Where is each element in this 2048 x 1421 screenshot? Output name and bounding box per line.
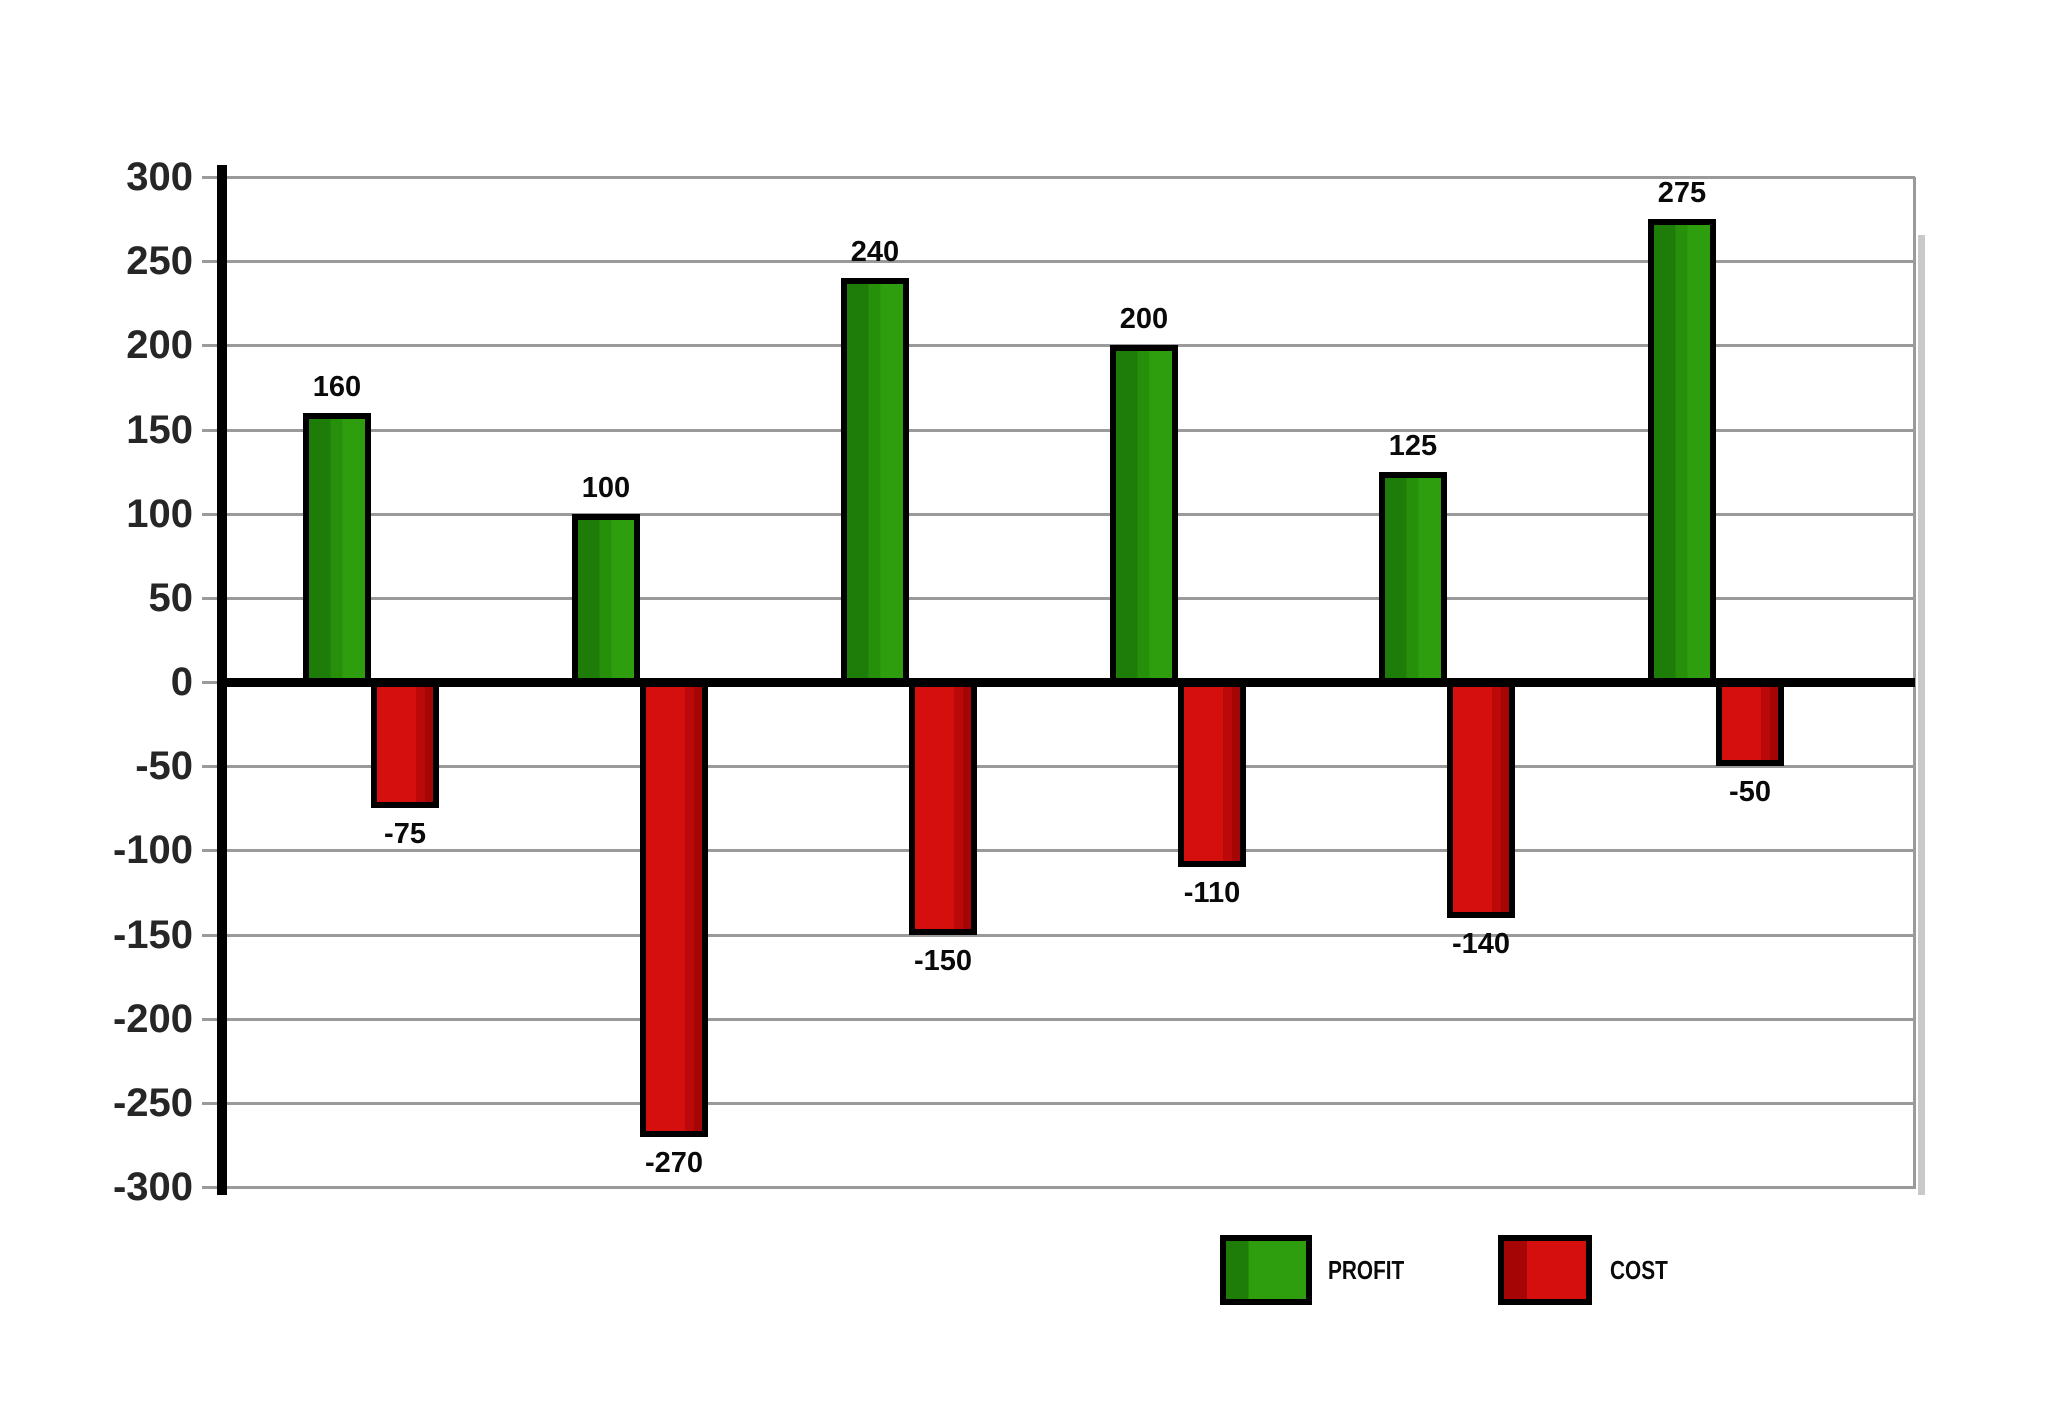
legend-swatch-profit [1220, 1235, 1312, 1305]
cost-bar [1447, 678, 1515, 918]
cost-bar [371, 678, 439, 809]
cost-bar [1178, 678, 1246, 868]
cost-bar [640, 678, 708, 1137]
y-tick-label: -300 [112, 1165, 193, 1209]
y-axis-line [217, 165, 227, 1195]
gridline [202, 512, 1915, 516]
profit-bar [1648, 219, 1716, 686]
profit-bar [303, 412, 371, 686]
y-tick-label: 250 [126, 239, 193, 284]
gridline [202, 344, 1915, 348]
profit-value-label: 200 [1119, 303, 1169, 336]
y-tick-label: 200 [126, 323, 193, 368]
gridline [202, 765, 1915, 769]
profit-value-label: 125 [1388, 429, 1438, 462]
gridline [202, 1017, 1915, 1021]
gridline [202, 428, 1915, 432]
y-tick-label: 150 [126, 407, 193, 452]
y-tick-label: 0 [170, 660, 193, 704]
gridline [202, 260, 1915, 264]
gridline [202, 1186, 1915, 1189]
y-tick-label: -50 [135, 744, 193, 789]
gridline [202, 596, 1915, 600]
profit-bar [1110, 345, 1178, 686]
gridline [202, 849, 1915, 853]
cost-bar [909, 678, 977, 935]
profit-bar [841, 278, 909, 686]
profit-bar [1379, 471, 1447, 686]
cost-bar [1716, 678, 1784, 767]
legend-swatch-cost [1498, 1235, 1592, 1305]
y-tick-label: 50 [148, 575, 194, 620]
profit-value-label: 160 [312, 370, 362, 403]
cost-value-label: -110 [1183, 877, 1241, 910]
profit-value-label: 100 [581, 471, 631, 504]
legend-label-profit: PROFIT [1328, 1255, 1405, 1285]
y-tick-label: -250 [112, 1080, 193, 1125]
profit-value-label: 240 [850, 236, 900, 268]
cost-value-label: -75 [384, 818, 426, 851]
y-tick-label: 100 [126, 491, 193, 536]
zero-axis-line [217, 678, 1915, 687]
profit-bar [572, 513, 640, 686]
gridline [202, 933, 1915, 937]
gridline [202, 1101, 1915, 1105]
cost-value-label: -140 [1451, 927, 1511, 960]
cost-value-label: -150 [913, 944, 973, 977]
y-tick-label: -100 [112, 828, 193, 873]
y-tick-label: 300 [126, 155, 193, 199]
cost-value-label: -50 [1729, 776, 1771, 809]
legend-label-cost: COST [1610, 1255, 1668, 1285]
cost-value-label: -270 [644, 1146, 704, 1179]
gridline [202, 176, 1915, 179]
y-tick-label: -150 [112, 912, 193, 957]
plot-right-border-shadow [1918, 235, 1925, 1195]
profit-value-label: 275 [1657, 177, 1707, 210]
y-tick-label: -200 [112, 996, 193, 1041]
